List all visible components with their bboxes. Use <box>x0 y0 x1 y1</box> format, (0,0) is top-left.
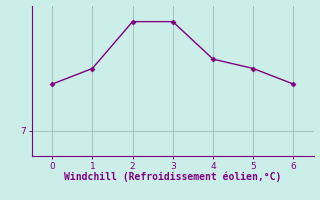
X-axis label: Windchill (Refroidissement éolien,°C): Windchill (Refroidissement éolien,°C) <box>64 172 282 182</box>
